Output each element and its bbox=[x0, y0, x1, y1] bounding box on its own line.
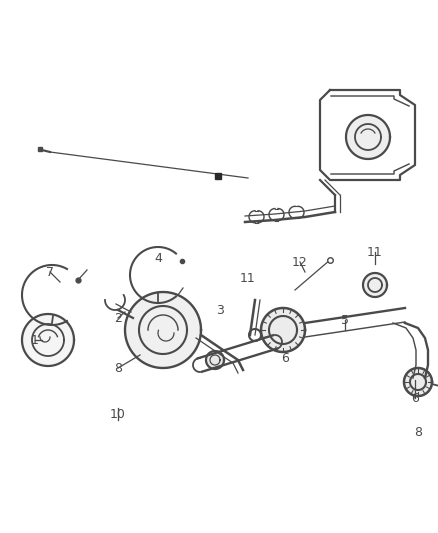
Polygon shape bbox=[125, 292, 201, 368]
Text: 8: 8 bbox=[414, 425, 422, 439]
Polygon shape bbox=[206, 351, 224, 369]
Text: 1: 1 bbox=[31, 334, 39, 346]
Polygon shape bbox=[261, 308, 305, 352]
Text: 5: 5 bbox=[341, 313, 349, 327]
Text: 7: 7 bbox=[46, 265, 54, 279]
Text: 11: 11 bbox=[367, 246, 383, 259]
Text: 12: 12 bbox=[292, 255, 308, 269]
Polygon shape bbox=[22, 314, 74, 366]
Text: 10: 10 bbox=[110, 408, 126, 422]
Text: 2: 2 bbox=[114, 311, 122, 325]
Text: 8: 8 bbox=[114, 361, 122, 375]
Text: 3: 3 bbox=[216, 303, 224, 317]
Polygon shape bbox=[363, 273, 387, 297]
Polygon shape bbox=[404, 368, 432, 396]
Text: 11: 11 bbox=[240, 271, 256, 285]
Text: 4: 4 bbox=[154, 252, 162, 264]
Text: 6: 6 bbox=[281, 351, 289, 365]
Polygon shape bbox=[346, 115, 390, 159]
Text: 6: 6 bbox=[411, 392, 419, 405]
